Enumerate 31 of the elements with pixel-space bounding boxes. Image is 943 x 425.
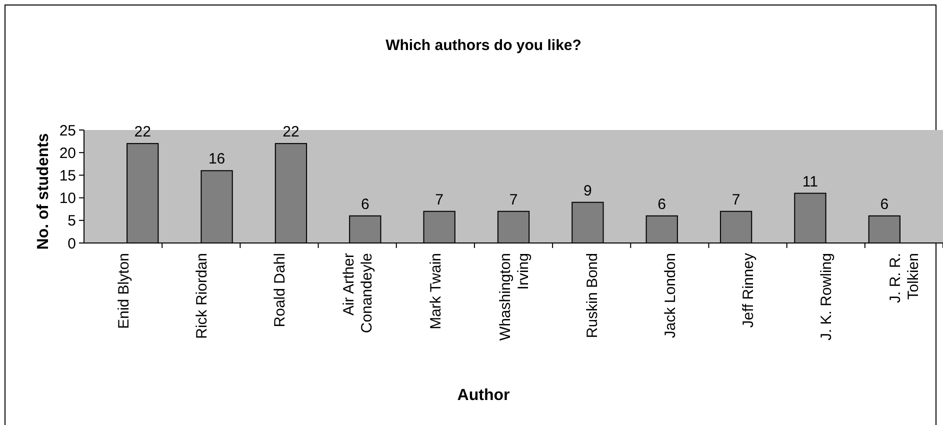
x-tick-label: Jeff Rinney (740, 252, 758, 328)
data-label: 6 (880, 196, 889, 213)
data-label: 22 (134, 124, 151, 141)
data-label: 7 (509, 191, 518, 208)
data-label: 9 (584, 182, 592, 200)
x-tick-label: Air Arther Conandeyle (340, 253, 376, 334)
data-label: 6 (360, 196, 370, 213)
y-tick-label: 25 (59, 122, 76, 140)
x-tick-label: J. R. R. Tolkien (887, 253, 922, 304)
x-tick-label: J. K. Rowling (818, 253, 836, 341)
y-tick-label: 20 (59, 144, 76, 162)
y-axis-title: No. of students (35, 133, 52, 250)
x-tick-label: Roald Dahl (271, 253, 288, 328)
y-tick-label: 10 (59, 190, 76, 208)
x-tick-label: Rick Riordan (193, 253, 210, 339)
y-tick-label: 15 (59, 167, 76, 184)
data-label: 16 (208, 150, 226, 168)
x-tick-label: Mark Twain (428, 253, 445, 330)
data-label: 7 (435, 191, 444, 208)
x-tick-label: Jack London (662, 253, 679, 338)
data-label: 11 (802, 173, 818, 190)
y-tick-label: 0 (68, 235, 76, 252)
y-tick-label: 5 (68, 212, 76, 230)
data-label: 7 (732, 191, 740, 208)
chart-title: Which authors do you like? (386, 37, 582, 54)
data-label: 6 (658, 196, 666, 213)
x-tick-label: Whashington Irving (496, 253, 532, 341)
data-label: 22 (282, 124, 300, 141)
x-tick-label: Enid Blyton (115, 253, 132, 329)
x-tick-label: Ruskin Bond (584, 253, 601, 338)
x-axis-title: Author (457, 387, 510, 404)
